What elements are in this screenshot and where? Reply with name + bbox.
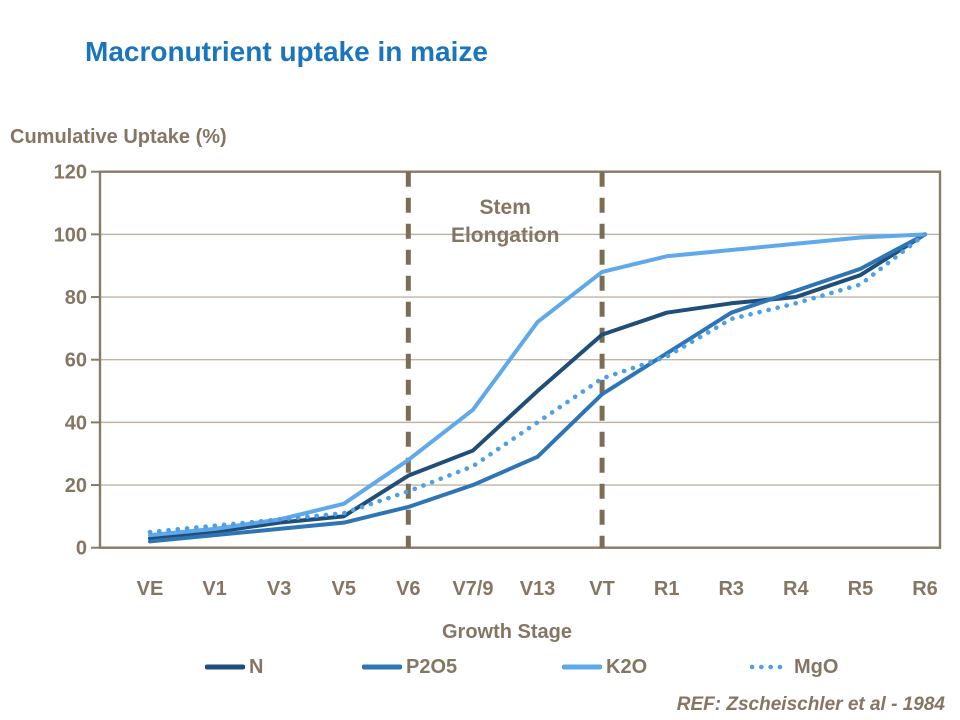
x-tick-label: R5 (848, 578, 874, 600)
legend-label: MgO (794, 655, 839, 678)
legend-swatch-N (205, 664, 245, 670)
x-tick-label: R6 (912, 578, 938, 600)
x-tick-label: R3 (718, 578, 744, 600)
chart-title: Macronutrient uptake in maize (85, 36, 488, 67)
series-line-K2O (148, 232, 927, 538)
y-tick-label: 40 (65, 412, 87, 434)
legend-item-K2O: K2O (562, 656, 647, 678)
legend-label: P2O5 (406, 655, 458, 678)
x-tick-label: V3 (267, 578, 291, 600)
legend-label: K2O (606, 655, 648, 678)
series-line-P2O5 (148, 232, 927, 544)
x-tick-label: V7/9 (452, 578, 493, 600)
legend-swatch-P2O5 (362, 664, 402, 670)
reference-text: REF: Zscheischler et al - 1984 (676, 694, 945, 715)
plot-frame (98, 170, 942, 549)
legend-label: N (249, 655, 264, 678)
y-tick-label: 80 (65, 287, 87, 309)
x-tick-label: V6 (396, 578, 420, 600)
y-tick-label: 120 (54, 162, 87, 184)
series-line-MgO (147, 232, 928, 535)
legend-item-MgO: MgO (750, 656, 838, 678)
y-tick-label: 0 (76, 538, 87, 560)
x-axis-title: Growth Stage (441, 621, 572, 643)
y-tick-label: 100 (54, 224, 87, 246)
x-tick-label: R4 (783, 578, 809, 600)
x-tick-label: VE (137, 578, 164, 600)
legend-item-P2O5: P2O5 (362, 656, 457, 678)
legend-item-N: N (205, 656, 263, 678)
x-tick-label: V5 (332, 578, 356, 600)
annotation-text: Stem (480, 196, 531, 219)
x-tick-label: VT (589, 578, 615, 600)
x-tick-label: V13 (520, 578, 556, 600)
legend-swatch-K2O (562, 664, 602, 670)
annotation-text: Elongation (451, 224, 560, 247)
x-tick-label: R1 (654, 578, 680, 600)
y-axis-title: Cumulative Uptake (%) (10, 126, 227, 148)
series-line-N (148, 232, 927, 541)
y-tick-label: 20 (65, 475, 87, 497)
y-tick-label: 60 (65, 350, 87, 372)
x-tick-label: V1 (202, 578, 226, 600)
legend-swatch-MgO (750, 664, 790, 670)
